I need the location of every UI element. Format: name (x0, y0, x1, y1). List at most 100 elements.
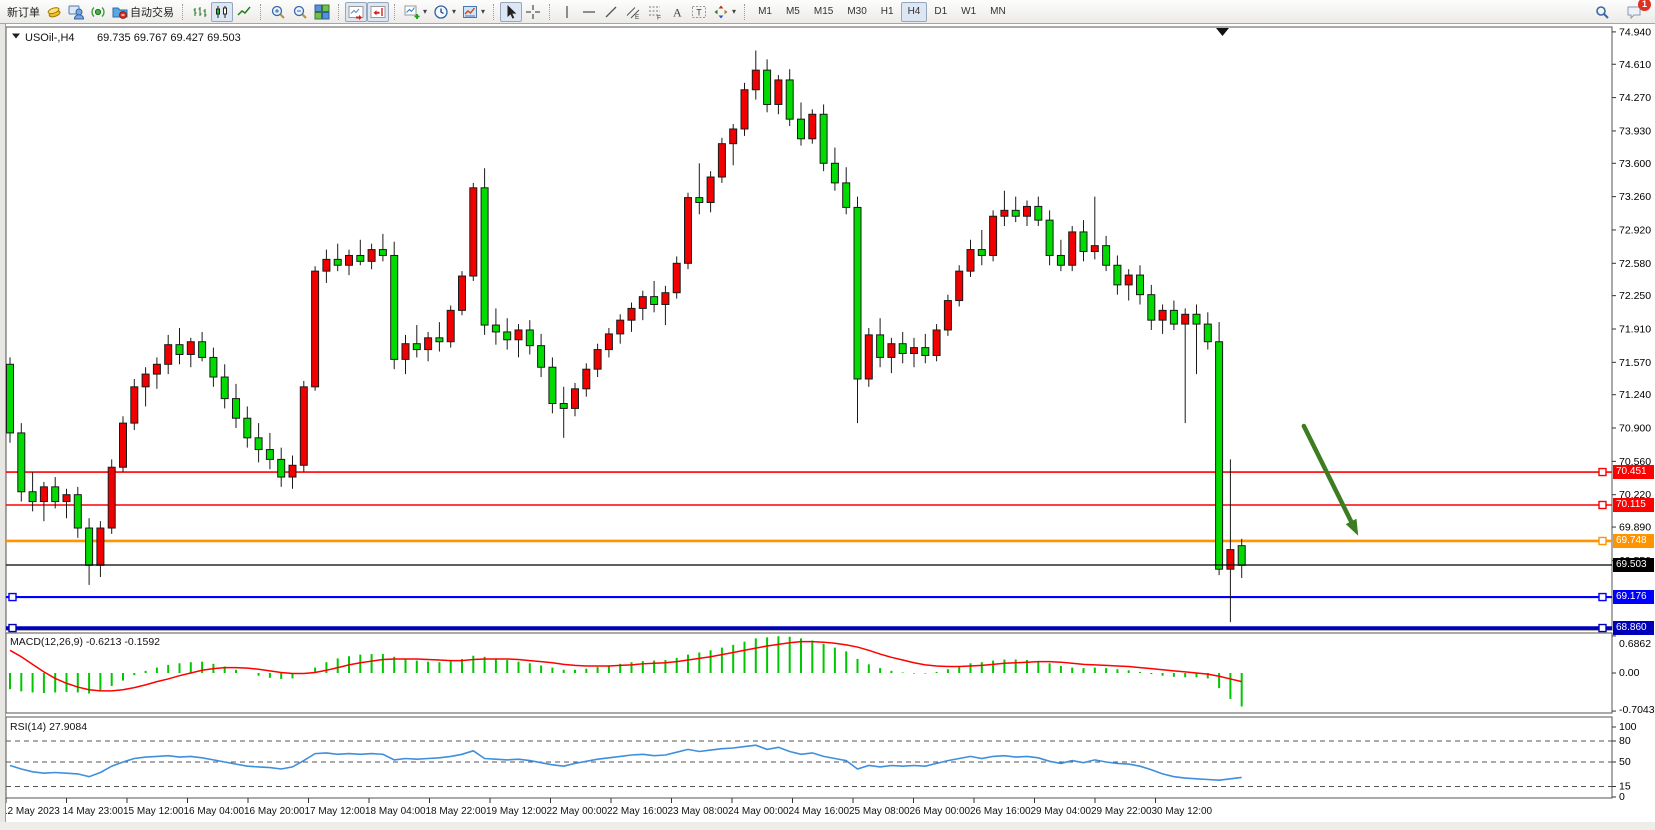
candle-body (989, 215, 998, 256)
candle-body (1000, 209, 1009, 217)
signals-icon[interactable] (87, 2, 109, 22)
chart-symbol-label: USOil-,H4 (25, 32, 75, 44)
candle-body (73, 494, 82, 529)
date-tick-label: 14 May 23:00 (63, 806, 124, 817)
date-tick-label: 26 May 00:00 (910, 806, 971, 817)
trendline-icon[interactable] (600, 2, 622, 22)
candle-body (559, 403, 568, 409)
text-label-icon[interactable]: T (688, 2, 710, 22)
zoom-out-icon[interactable] (289, 2, 311, 22)
level-handle (1598, 623, 1607, 633)
candle-body (910, 347, 918, 355)
crosshair-icon[interactable] (522, 2, 544, 22)
candle-body (1011, 209, 1020, 217)
rsi-tick-label: 100 (1619, 721, 1637, 733)
candlestick-icon[interactable] (211, 1, 233, 22)
chart-shift-icon[interactable] (367, 1, 389, 22)
candle-body (1192, 313, 1201, 325)
candle-body (469, 187, 478, 277)
candle-body (28, 491, 37, 503)
macd-tick-label: -0.7043 (1619, 704, 1655, 716)
rsi-tick-label: 50 (1619, 756, 1631, 768)
macd-signal-line (9, 640, 1242, 692)
tile-windows-icon[interactable] (311, 2, 333, 22)
tf-m1[interactable]: M1 (758, 6, 772, 17)
tf-m30[interactable]: M30 (847, 6, 867, 17)
tf-m15[interactable]: M15 (813, 6, 834, 17)
rsi-indicator-label: RSI(14) 27.9084 (10, 721, 87, 733)
auto-scroll-icon[interactable] (345, 1, 367, 22)
date-tick-label: 16 May 20:00 (244, 806, 305, 817)
price-tick-label: 70.560 (1619, 456, 1651, 468)
indicators-icon[interactable]: ▾ (401, 2, 430, 22)
arrows-icon[interactable]: ▾ (710, 2, 739, 22)
candle-body (435, 337, 444, 343)
candle-body (695, 197, 704, 204)
candle-body (107, 466, 116, 529)
bar-chart-icon[interactable] (189, 2, 211, 22)
level-handle (1598, 467, 1607, 477)
quotes-icon[interactable] (43, 2, 65, 22)
candle-body (62, 494, 71, 503)
new-order-button[interactable]: 新订单 (7, 6, 40, 19)
periods-icon[interactable]: ▾ (430, 2, 459, 22)
fibonacci-icon[interactable]: F (644, 2, 666, 22)
candle-body (1181, 313, 1190, 325)
candle-body (311, 270, 320, 388)
templates-icon[interactable]: ▾ (459, 2, 488, 22)
candle-body (265, 449, 274, 460)
candle-body (604, 333, 613, 351)
candle-body (367, 249, 376, 262)
price-tick-label: 70.220 (1619, 489, 1651, 501)
candle-body (966, 249, 975, 272)
horizontal-line-icon[interactable] (578, 2, 600, 22)
candle-body (650, 296, 659, 305)
candle-body (1136, 274, 1144, 296)
candle-body (842, 182, 851, 208)
candle-body (288, 464, 297, 478)
candle-body (198, 341, 207, 358)
chevron-down-icon: ▾ (732, 7, 737, 16)
candle-body (593, 349, 602, 370)
candle-body (785, 79, 794, 120)
messages-button[interactable]: 1 (1623, 0, 1651, 22)
candle-body (175, 344, 184, 355)
candle-body (1203, 323, 1212, 343)
chart-shift-marker-icon[interactable] (1216, 28, 1229, 36)
candle-body (1034, 205, 1043, 221)
candle-body (864, 334, 873, 380)
toolbar-separator (182, 3, 184, 20)
date-tick-label: 24 May 16:00 (789, 806, 850, 817)
tf-d1[interactable]: D1 (934, 6, 948, 17)
tf-w1[interactable]: W1 (961, 6, 977, 17)
arrow-annotation (1301, 423, 1355, 527)
candle-body (729, 128, 738, 145)
candle-body (830, 162, 839, 184)
cursor-icon[interactable] (500, 1, 523, 22)
candle-body (706, 176, 715, 204)
equidistant-channel-icon[interactable]: E (622, 2, 644, 22)
candle-body (390, 254, 399, 360)
vertical-line-icon[interactable] (556, 2, 578, 22)
date-tick-label: 16 May 04:00 (184, 806, 245, 817)
text-icon[interactable]: A (666, 2, 688, 22)
accounts-icon[interactable] (65, 2, 87, 22)
tf-h4[interactable]: H4 (900, 1, 928, 22)
date-tick-label: 18 May 04:00 (365, 806, 426, 817)
tf-mn[interactable]: MN (990, 6, 1006, 17)
candle-body (616, 319, 625, 335)
date-tick-label: 24 May 00:00 (728, 806, 789, 817)
candle-body (6, 363, 14, 434)
symbol-dropdown-icon[interactable] (12, 33, 20, 39)
auto-trading-button[interactable]: 自动交易 (109, 2, 177, 22)
date-tick-label: 29 May 22:00 (1091, 806, 1152, 817)
level-handle (1598, 536, 1607, 546)
tf-m5[interactable]: M5 (785, 6, 800, 17)
candle-body (1124, 274, 1133, 286)
tf-h1[interactable]: H1 (880, 6, 894, 17)
search-button[interactable] (1591, 2, 1613, 22)
zoom-in-icon[interactable] (267, 2, 289, 22)
toolbar-separator (744, 3, 746, 20)
line-chart-icon[interactable] (233, 2, 255, 22)
